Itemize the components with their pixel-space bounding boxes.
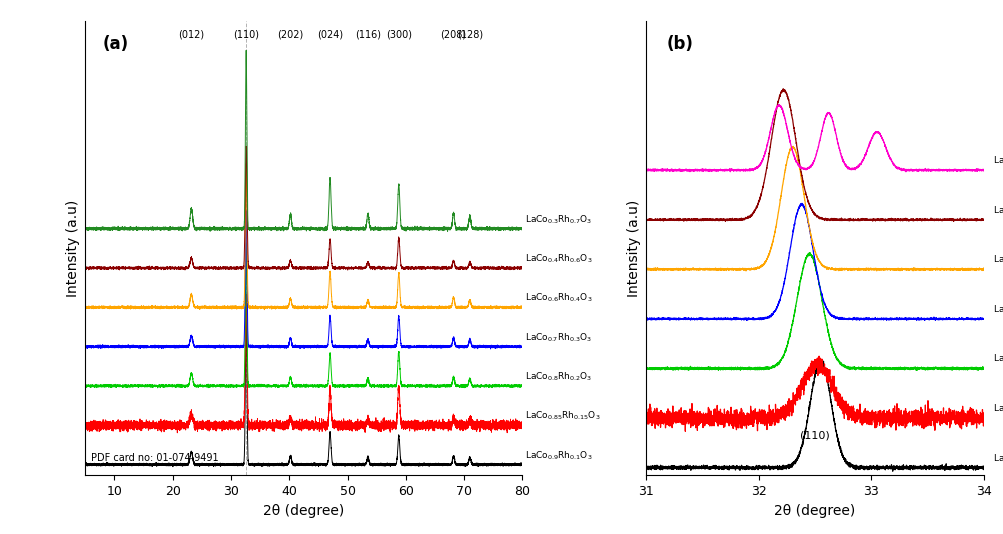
Text: (208): (208) xyxy=(440,29,466,39)
Text: LaCo$_{0.3}$Rh$_{0.7}$O$_3$: LaCo$_{0.3}$Rh$_{0.7}$O$_3$ xyxy=(992,154,1003,167)
Text: (202): (202) xyxy=(277,29,303,39)
Text: (116): (116) xyxy=(355,29,380,39)
Text: LaCo$_{0.8}$Rh$_{0.2}$O$_3$: LaCo$_{0.8}$Rh$_{0.2}$O$_3$ xyxy=(525,371,592,383)
Text: LaCo$_{0.7}$Rh$_{0.3}$O$_3$: LaCo$_{0.7}$Rh$_{0.3}$O$_3$ xyxy=(525,331,592,344)
Text: LaCo$_{0.6}$Rh$_{0.4}$O$_3$: LaCo$_{0.6}$Rh$_{0.4}$O$_3$ xyxy=(525,292,593,304)
Y-axis label: Intensity (a.u): Intensity (a.u) xyxy=(66,200,79,297)
Text: LaCo$_{0.9}$Rh$_{0.1}$O$_3$: LaCo$_{0.9}$Rh$_{0.1}$O$_3$ xyxy=(525,449,593,462)
Text: (012): (012) xyxy=(179,29,205,39)
Text: PDF card no: 01-074-9491: PDF card no: 01-074-9491 xyxy=(91,453,219,463)
Text: LaCo$_{0.8}$Rh$_{0.2}$O$_3$: LaCo$_{0.8}$Rh$_{0.2}$O$_3$ xyxy=(992,353,1003,365)
Text: (128): (128) xyxy=(456,29,482,39)
Text: LaCo$_{0.4}$Rh$_{0.6}$O$_3$: LaCo$_{0.4}$Rh$_{0.6}$O$_3$ xyxy=(525,253,593,265)
X-axis label: 2θ (degree): 2θ (degree) xyxy=(263,504,344,517)
Text: LaCo$_{0.85}$Rh$_{0.15}$O$_3$: LaCo$_{0.85}$Rh$_{0.15}$O$_3$ xyxy=(992,403,1003,415)
Text: (110): (110) xyxy=(799,431,829,441)
Text: (a): (a) xyxy=(102,35,128,53)
Text: LaCo$_{0.6}$Rh$_{0.4}$O$_3$: LaCo$_{0.6}$Rh$_{0.4}$O$_3$ xyxy=(992,254,1003,266)
Text: LaCo$_{0.3}$Rh$_{0.7}$O$_3$: LaCo$_{0.3}$Rh$_{0.7}$O$_3$ xyxy=(525,213,592,226)
Text: (b): (b) xyxy=(666,35,693,53)
Text: (300): (300) xyxy=(385,29,411,39)
Text: LaCo$_{0.9}$Rh$_{0.1}$O$_3$: LaCo$_{0.9}$Rh$_{0.1}$O$_3$ xyxy=(992,452,1003,465)
Text: LaCo$_{0.85}$Rh$_{0.15}$O$_3$: LaCo$_{0.85}$Rh$_{0.15}$O$_3$ xyxy=(525,410,600,422)
Text: (110): (110) xyxy=(233,29,259,39)
Text: LaCo$_{0.4}$Rh$_{0.6}$O$_3$: LaCo$_{0.4}$Rh$_{0.6}$O$_3$ xyxy=(992,204,1003,217)
X-axis label: 2θ (degree): 2θ (degree) xyxy=(773,504,855,517)
Text: (024): (024) xyxy=(317,29,343,39)
Text: LaCo$_{0.7}$Rh$_{0.3}$O$_3$: LaCo$_{0.7}$Rh$_{0.3}$O$_3$ xyxy=(992,303,1003,316)
Y-axis label: Intensity (a.u): Intensity (a.u) xyxy=(626,200,640,297)
